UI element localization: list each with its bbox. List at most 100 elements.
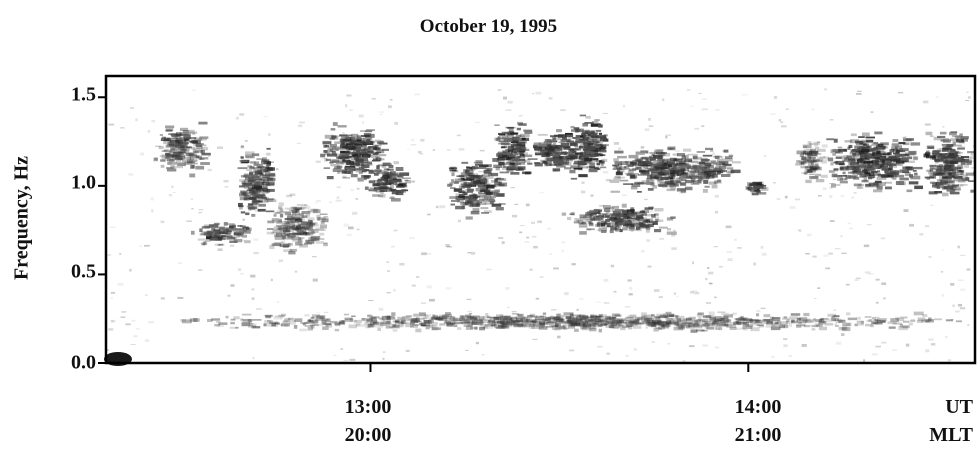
feature-11-streak xyxy=(686,164,691,168)
feature-7-streak xyxy=(520,133,530,138)
noise-speck xyxy=(150,197,154,201)
feature-2-streak xyxy=(244,194,250,198)
noise-speck xyxy=(835,341,842,345)
feature-5-streak xyxy=(365,169,370,171)
feature-5-streak xyxy=(390,185,394,189)
feature-11-streak xyxy=(613,165,618,169)
feature-3-streak xyxy=(289,209,299,212)
feature-16-streak xyxy=(562,327,569,330)
feature-3-streak xyxy=(299,232,310,235)
feature-7-streak xyxy=(508,165,518,170)
feature-3-streak xyxy=(300,226,308,230)
noise-speck xyxy=(841,252,847,254)
feature-16-streak xyxy=(520,317,525,321)
noise-speck xyxy=(599,204,605,207)
feature-0-streak xyxy=(200,149,205,154)
feature-16-streak xyxy=(736,319,746,324)
feature-11-streak xyxy=(684,186,693,191)
feature-16-streak xyxy=(495,326,505,329)
feature-16-streak xyxy=(742,317,746,322)
feature-15-streak xyxy=(953,172,963,175)
feature-8-streak xyxy=(533,144,542,149)
feature-3-streak xyxy=(289,226,298,230)
feature-9-streak xyxy=(596,135,606,139)
feature-9-streak xyxy=(570,177,578,180)
feature-16-streak xyxy=(892,322,903,325)
noise-speck xyxy=(615,167,621,170)
feature-9-streak xyxy=(572,150,577,153)
noise-speck xyxy=(393,161,399,165)
feature-13-streak xyxy=(805,159,813,164)
noise-speck xyxy=(270,278,273,282)
feature-16-streak xyxy=(443,321,451,324)
feature-16-streak xyxy=(510,322,517,327)
noise-speck xyxy=(251,288,255,291)
feature-14-streak xyxy=(882,166,886,170)
feature-16-streak xyxy=(431,322,438,326)
feature-14-streak xyxy=(886,175,894,178)
feature-11-streak xyxy=(654,166,664,170)
feature-16-streak xyxy=(597,322,602,325)
feature-12-streak xyxy=(751,192,759,196)
feature-16-streak xyxy=(394,321,404,324)
feature-0-streak xyxy=(180,151,184,155)
feature-16-streak xyxy=(434,316,444,321)
feature-2-streak xyxy=(248,180,256,183)
feature-16-streak xyxy=(652,321,656,326)
noise-speck xyxy=(129,268,132,272)
noise-speck xyxy=(829,195,833,198)
feature-11-streak xyxy=(647,188,654,191)
feature-16-streak xyxy=(588,324,595,327)
noise-speck xyxy=(446,149,451,151)
feature-3-streak xyxy=(271,218,282,222)
feature-6-streak xyxy=(482,174,490,177)
noise-speck xyxy=(936,148,942,150)
feature-11-streak xyxy=(661,166,670,169)
feature-16-streak xyxy=(537,322,545,325)
feature-0-streak xyxy=(195,149,203,153)
feature-4-streak xyxy=(339,134,348,137)
feature-16-streak xyxy=(660,323,665,327)
feature-6-streak xyxy=(468,188,475,192)
feature-16-streak xyxy=(503,317,513,322)
noise-speck xyxy=(771,355,775,359)
feature-16-streak xyxy=(831,316,835,319)
feature-16-streak xyxy=(542,318,551,322)
feature-3-streak xyxy=(280,224,289,229)
feature-6-streak xyxy=(482,198,490,202)
feature-15-streak xyxy=(934,184,944,189)
feature-7-streak xyxy=(511,163,516,167)
feature-16-streak xyxy=(955,320,962,323)
feature-10-streak xyxy=(670,216,676,219)
feature-6-streak xyxy=(491,190,500,194)
feature-15-streak xyxy=(944,164,950,168)
feature-3-streak xyxy=(281,223,290,227)
feature-3-streak xyxy=(282,231,286,235)
noise-speck xyxy=(316,312,321,314)
feature-4-streak xyxy=(360,161,367,164)
feature-15-streak xyxy=(932,182,940,186)
noise-speck xyxy=(857,186,862,189)
feature-16-streak xyxy=(506,320,516,324)
noise-speck xyxy=(346,94,352,97)
feature-3-streak xyxy=(289,248,297,252)
noise-speck xyxy=(108,123,115,126)
feature-16-streak xyxy=(367,323,373,325)
feature-1-streak xyxy=(239,225,246,228)
noise-speck xyxy=(362,121,365,124)
feature-12-streak xyxy=(747,186,752,191)
noise-speck xyxy=(276,301,280,303)
noise-speck xyxy=(797,229,802,231)
feature-16-streak xyxy=(252,319,262,321)
feature-6-streak xyxy=(463,178,468,180)
feature-16-streak xyxy=(688,323,695,327)
feature-10-streak xyxy=(578,223,588,226)
noise-speck xyxy=(151,209,154,213)
feature-2-streak xyxy=(267,181,275,186)
feature-16-streak xyxy=(576,314,584,317)
feature-15-streak xyxy=(934,159,940,162)
feature-14-streak xyxy=(833,168,839,171)
feature-16-streak xyxy=(544,316,552,320)
feature-16-streak xyxy=(467,316,477,321)
feature-8-streak xyxy=(534,163,543,167)
